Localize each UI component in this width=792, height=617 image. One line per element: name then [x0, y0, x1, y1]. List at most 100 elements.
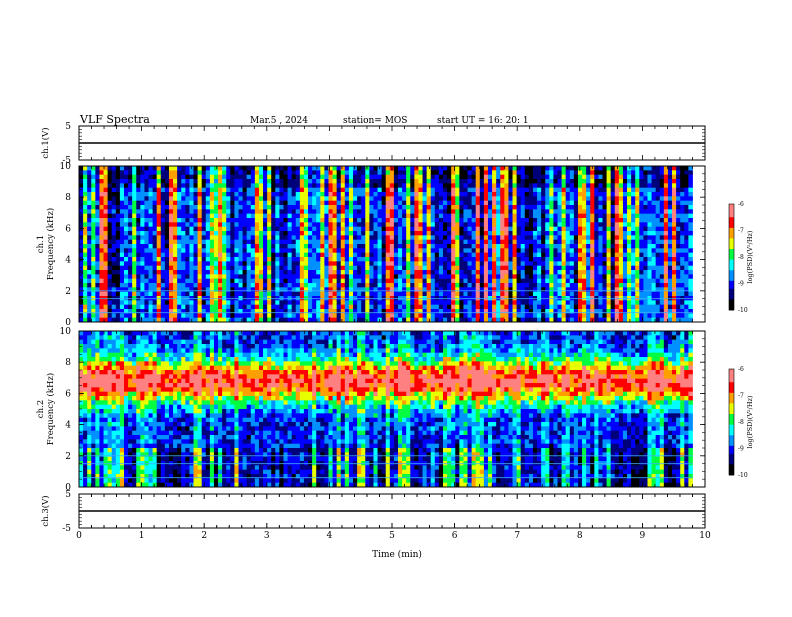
spectrogram-cell — [349, 175, 353, 180]
spectrogram-cell — [513, 214, 517, 219]
spectrogram-cell — [463, 192, 467, 197]
spectrogram-cell — [83, 253, 87, 258]
spectrogram-cell — [239, 218, 243, 223]
spectrogram-cell — [529, 270, 533, 275]
spectrogram-cell — [136, 192, 140, 197]
spectrogram-cell — [382, 235, 386, 240]
spectrogram-cell — [140, 201, 144, 206]
spectrogram-cell — [414, 274, 418, 279]
spectrogram-cell — [378, 305, 382, 310]
spectrogram-cell — [259, 248, 263, 253]
spectrogram-cell — [607, 231, 611, 236]
spectrogram-cell — [251, 266, 255, 271]
spectrogram-cell — [484, 240, 488, 245]
spectrogram-cell — [533, 270, 537, 275]
spectrogram-cell — [283, 170, 287, 175]
spectrogram-cell — [288, 257, 292, 262]
spectrogram-cell — [333, 274, 337, 279]
spectrogram-cell — [304, 257, 308, 262]
spectrogram-cell — [382, 292, 386, 297]
spectrogram-cell — [104, 183, 108, 188]
spectrogram-cell — [210, 300, 214, 305]
spectrogram-cell — [586, 192, 590, 197]
spectrogram-cell — [373, 166, 377, 171]
spectrogram-cell — [320, 218, 324, 223]
spectrogram-cell — [521, 170, 525, 175]
spectrogram-cell — [566, 270, 570, 275]
spectrogram-cell — [120, 235, 124, 240]
spectrogram-cell — [194, 283, 198, 288]
spectrogram-cell — [337, 257, 341, 262]
spectrogram-cell — [169, 205, 173, 210]
spectrogram-cell — [562, 209, 566, 214]
spectrogram-cell — [206, 227, 210, 232]
spectrogram-cell — [271, 279, 275, 284]
spectrogram-cell — [607, 166, 611, 171]
spectrogram-cell — [484, 292, 488, 297]
spectrogram-cell — [267, 222, 271, 227]
spectrogram-cell — [328, 218, 332, 223]
spectrogram-cell — [177, 261, 181, 266]
spectrogram-cell — [218, 274, 222, 279]
spectrogram-cell — [296, 287, 300, 292]
spectrogram-cell — [431, 188, 435, 193]
spectrogram-cell — [578, 283, 582, 288]
spectrogram-cell — [476, 270, 480, 275]
spectrogram-cell — [529, 179, 533, 184]
spectrogram-cell — [341, 179, 345, 184]
spectrogram-cell — [443, 261, 447, 266]
spectrogram-cell — [427, 209, 431, 214]
spectrogram-cell — [320, 283, 324, 288]
spectrogram-cell — [333, 201, 337, 206]
spectrogram-cell — [590, 175, 594, 180]
spectrogram-cell — [373, 279, 377, 284]
spectrogram-cell — [189, 287, 193, 292]
spectrogram-cell — [619, 192, 623, 197]
spectrogram-cell — [394, 196, 398, 201]
spectrogram-cell — [300, 227, 304, 232]
spectrogram-cell — [337, 209, 341, 214]
spectrogram-cell — [243, 166, 247, 171]
spectrogram-cell — [619, 201, 623, 206]
spectrogram-cell — [259, 201, 263, 206]
spectrogram-cell — [365, 170, 369, 175]
spectrogram-cell — [132, 183, 136, 188]
spectrogram-cell — [120, 175, 124, 180]
spectrogram-cell — [570, 292, 574, 297]
spectrogram-cell — [525, 205, 529, 210]
spectrogram-cell — [603, 274, 607, 279]
spectrogram-cell — [177, 244, 181, 249]
spectrogram-cell — [79, 166, 83, 171]
spectrogram-cell — [513, 227, 517, 232]
spectrogram-cell — [443, 283, 447, 288]
spectrogram-cell — [153, 218, 157, 223]
spectrogram-cell — [623, 205, 627, 210]
spectrogram-cell — [508, 266, 512, 271]
spectrogram-cell — [333, 244, 337, 249]
spectrogram-cell — [226, 248, 230, 253]
spectrogram-cell — [194, 266, 198, 271]
spectrogram-cell — [341, 209, 345, 214]
spectrogram-cell — [439, 279, 443, 284]
spectrogram-cell — [198, 192, 202, 197]
spectrogram-cell — [603, 205, 607, 210]
spectrogram-cell — [423, 248, 427, 253]
spectrogram-cell — [443, 196, 447, 201]
spectrogram-cell — [562, 279, 566, 284]
spectrogram-cell — [558, 166, 562, 171]
spectrogram-cell — [292, 240, 296, 245]
spectrogram-cell — [447, 253, 451, 258]
spectrogram-cell — [161, 214, 165, 219]
spectrogram-cell — [500, 279, 504, 284]
spectrogram-cell — [504, 209, 508, 214]
spectrogram-cell — [275, 175, 279, 180]
spectrogram-cell — [603, 196, 607, 201]
spectrogram-cell — [345, 183, 349, 188]
spectrogram-cell — [545, 261, 549, 266]
spectrogram-cell — [410, 270, 414, 275]
spectrogram-cell — [627, 214, 631, 219]
spectrogram-cell — [361, 261, 365, 266]
spectrogram-cell — [414, 279, 418, 284]
spectrogram-cell — [590, 209, 594, 214]
spectrogram-cell — [300, 292, 304, 297]
